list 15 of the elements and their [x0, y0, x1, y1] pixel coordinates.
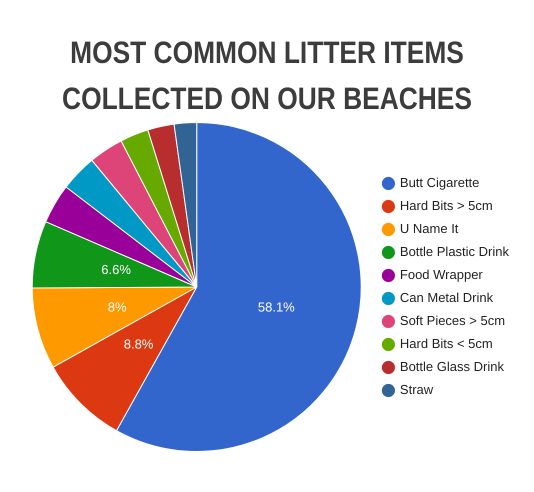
legend-label: Hard Bits > 5cm [400, 198, 493, 214]
data-label: 58.1% [258, 299, 296, 314]
legend-label: Bottle Plastic Drink [400, 244, 510, 260]
legend-label: Straw [400, 382, 434, 398]
legend-label: Hard Bits < 5cm [400, 336, 493, 352]
legend-label: Food Wrapper [400, 267, 484, 282]
legend-label: Soft Pieces > 5cm [400, 313, 506, 328]
legend-label: Butt Cigarette [400, 175, 480, 190]
data-label: 8.8% [124, 336, 154, 352]
legend-label: Can Metal Drink [400, 290, 494, 306]
chart-title: MOST COMMON LITTER ITEMS COLLECTED ON OUR BEACHES [61, 34, 473, 118]
legend-label: U Name It [400, 221, 459, 236]
data-label: 6.6% [101, 262, 132, 278]
legend-label: Bottle Glass Drink [400, 359, 504, 374]
data-label: 8% [108, 300, 127, 315]
